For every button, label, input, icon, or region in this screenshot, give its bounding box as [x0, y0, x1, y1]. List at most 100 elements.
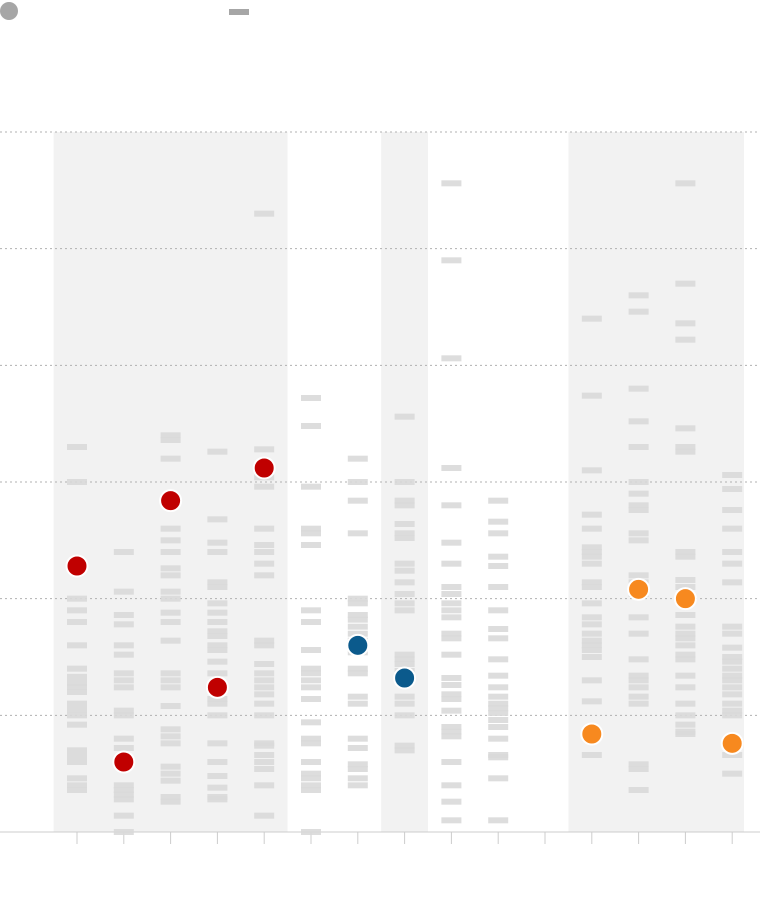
- distribution-dash: [394, 661, 415, 667]
- distribution-dash: [254, 742, 275, 749]
- distribution-dash: [160, 670, 181, 677]
- distribution-dash: [581, 315, 602, 322]
- distribution-dash: [581, 614, 602, 621]
- distribution-dash: [675, 656, 696, 663]
- distribution-dash: [394, 579, 415, 586]
- distribution-dash: [628, 507, 649, 513]
- distribution-dash: [628, 614, 649, 621]
- distribution-dash: [207, 448, 228, 455]
- distribution-dash: [488, 626, 509, 632]
- distribution-dash: [441, 691, 462, 698]
- distribution-dash: [160, 677, 181, 684]
- highlight-point: [627, 577, 651, 601]
- distribution-dash: [207, 759, 228, 765]
- distribution-dash: [394, 742, 415, 749]
- distribution-dash: [207, 773, 228, 779]
- distribution-dash: [254, 483, 275, 490]
- distribution-dash: [207, 539, 228, 546]
- distribution-dash: [394, 479, 415, 485]
- distribution-dash: [67, 712, 87, 719]
- distribution-dash: [67, 747, 87, 754]
- distribution-dash: [207, 740, 228, 747]
- distribution-dash: [488, 563, 509, 569]
- distribution-dash: [113, 642, 134, 649]
- distribution-dash: [628, 630, 649, 637]
- highlight-point: [205, 675, 229, 699]
- distribution-dash: [207, 696, 228, 702]
- distribution-dash: [488, 705, 509, 712]
- distribution-dash: [441, 651, 462, 658]
- distribution-dash: [488, 700, 509, 707]
- distribution-dash: [628, 537, 649, 544]
- distribution-dash: [441, 614, 462, 621]
- distribution-dash: [488, 497, 509, 504]
- distribution-dash: [301, 770, 321, 777]
- distribution-dash: [207, 579, 228, 586]
- distribution-dash: [160, 572, 181, 579]
- distribution-dash: [160, 432, 181, 439]
- distribution-dash: [254, 691, 275, 698]
- distribution-dash: [347, 600, 368, 607]
- distribution-dash: [488, 684, 509, 691]
- distribution-dash: [254, 712, 275, 719]
- distribution-dash: [488, 717, 509, 723]
- distribution-dash: [207, 647, 228, 653]
- distribution-dash: [301, 665, 321, 672]
- distribution-dash: [441, 675, 462, 681]
- highlight-point: [346, 633, 370, 657]
- distribution-dash: [254, 700, 275, 707]
- distribution-dash: [394, 651, 415, 658]
- distribution-dash: [722, 507, 743, 513]
- distribution-dash: [675, 444, 696, 450]
- distribution-dash: [347, 761, 368, 768]
- distribution-dash: [722, 654, 743, 660]
- distribution-dash: [207, 516, 228, 523]
- distribution-dash: [207, 549, 228, 555]
- distribution-dash: [301, 740, 321, 747]
- distribution-dash: [628, 385, 649, 392]
- distribution-dash: [67, 673, 87, 680]
- distribution-dash: [581, 467, 602, 474]
- distribution-dash: [628, 700, 649, 707]
- distribution-dash: [722, 579, 743, 586]
- distribution-dash: [254, 766, 275, 772]
- distribution-dash: [581, 511, 602, 518]
- distribution-dash: [675, 672, 696, 679]
- distribution-dash: [160, 777, 181, 784]
- distribution-dash: [488, 672, 509, 679]
- distribution-dash: [347, 670, 368, 677]
- highlight-point: [393, 666, 417, 690]
- distribution-dash: [160, 794, 181, 800]
- distribution-dash: [207, 712, 228, 719]
- distribution-dash: [581, 637, 602, 644]
- distribution-dash: [581, 392, 602, 399]
- distribution-dash: [67, 721, 87, 728]
- distribution-dash: [675, 731, 696, 737]
- distribution-dash: [254, 572, 275, 579]
- distribution-dash: [675, 651, 696, 658]
- distribution-dash: [441, 180, 462, 187]
- distribution-dash: [675, 612, 696, 618]
- distribution-dash: [722, 677, 743, 684]
- highlight-point: [112, 750, 136, 774]
- distribution-dash: [675, 320, 696, 327]
- distribution-dash: [441, 539, 462, 546]
- distribution-dash: [441, 600, 462, 607]
- distribution-dash: [628, 672, 649, 679]
- distribution-dash: [394, 502, 415, 509]
- distribution-dash: [581, 698, 602, 705]
- distribution-dash: [347, 782, 368, 789]
- distribution-dash: [160, 565, 181, 572]
- distribution-dash: [113, 549, 134, 555]
- distribution-dash: [207, 600, 228, 607]
- distribution-dash: [394, 712, 415, 719]
- distribution-dash: [347, 766, 368, 772]
- distribution-dash: [67, 706, 87, 713]
- distribution-dash: [113, 588, 134, 595]
- distribution-dash: [113, 651, 134, 658]
- distribution-dash: [347, 623, 368, 630]
- distribution-dash: [67, 619, 87, 625]
- distribution-dash: [394, 607, 415, 614]
- distribution-dash: [628, 684, 649, 691]
- distribution-dash: [488, 553, 509, 560]
